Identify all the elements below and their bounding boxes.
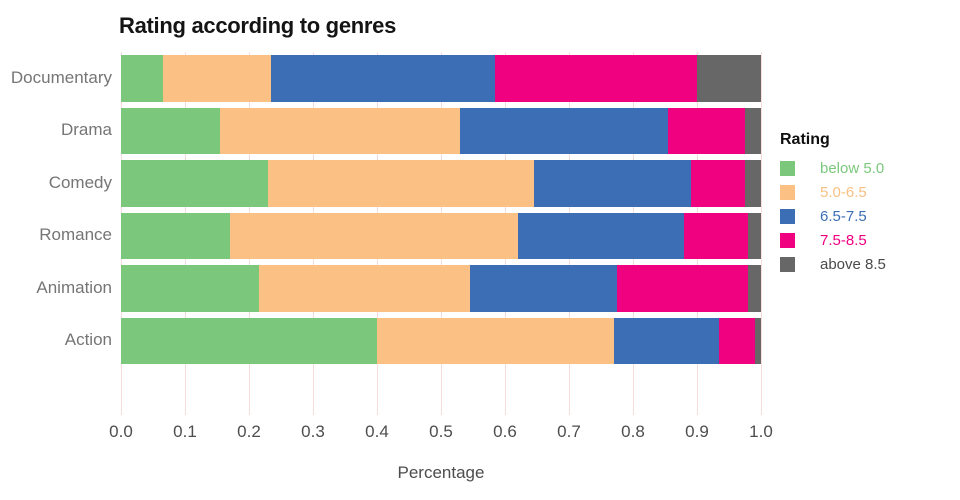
x-tick-label: 0.6 xyxy=(493,422,517,441)
x-tick-label: 0.2 xyxy=(237,422,261,441)
x-tick-label: 0.0 xyxy=(109,422,133,441)
bar-segment-7.5-8.5 xyxy=(495,55,697,102)
bar-segment-above-8.5 xyxy=(754,317,761,364)
y-axis-label-documentary: Documentary xyxy=(10,67,112,87)
legend-item: below 5.0 xyxy=(780,156,886,180)
bar-segment-5.0-6.5 xyxy=(162,55,272,102)
bar-segment-above-8.5 xyxy=(744,107,761,154)
bar-segment-6.5-7.5 xyxy=(271,55,496,102)
bar-segment-7.5-8.5 xyxy=(668,107,745,154)
chart-title: Rating according to genres xyxy=(119,13,397,38)
bar-segment-5.0-6.5 xyxy=(229,212,518,259)
legend-item: 5.0-6.5 xyxy=(780,180,886,204)
bar-segment-6.5-7.5 xyxy=(469,265,617,312)
bar-segment-5.0-6.5 xyxy=(258,265,470,312)
x-tick-label: 0.4 xyxy=(365,422,389,441)
legend-swatch-icon xyxy=(780,256,795,272)
bar-segment-below-5.0 xyxy=(121,55,163,102)
x-tick-label: 0.1 xyxy=(173,422,197,441)
bar-segment-6.5-7.5 xyxy=(613,317,720,364)
bar-segment-5.0-6.5 xyxy=(268,160,534,207)
legend-label: 6.5-7.5 xyxy=(820,207,867,225)
bar-row-comedy xyxy=(121,160,761,207)
x-axis-title: Percentage xyxy=(397,463,485,482)
bar-segment-5.0-6.5 xyxy=(377,317,614,364)
bar-row-documentary xyxy=(121,55,761,102)
legend-item: 6.5-7.5 xyxy=(780,204,886,228)
bar-segment-above-8.5 xyxy=(744,160,761,207)
bar-segment-7.5-8.5 xyxy=(684,212,749,259)
plot-area xyxy=(121,52,762,415)
legend-label: 5.0-6.5 xyxy=(820,183,867,201)
bar-segment-5.0-6.5 xyxy=(220,107,461,154)
legend-label: above 8.5 xyxy=(820,255,886,273)
bar-segment-7.5-8.5 xyxy=(690,160,745,207)
legend-swatch-icon xyxy=(780,208,795,224)
legend-item: 7.5-8.5 xyxy=(780,228,886,252)
x-tick-label: 0.7 xyxy=(557,422,581,441)
x-tick-label: 0.3 xyxy=(301,422,325,441)
y-axis-label-comedy: Comedy xyxy=(48,172,112,192)
bar-row-drama xyxy=(121,107,761,154)
bar-segment-above-8.5 xyxy=(696,55,761,102)
legend-swatch-icon xyxy=(780,184,795,200)
legend-label: 7.5-8.5 xyxy=(820,231,867,249)
bar-segment-below-5.0 xyxy=(121,265,259,312)
legend-swatch-icon xyxy=(780,160,795,176)
bar-segment-6.5-7.5 xyxy=(533,160,691,207)
bar-segment-7.5-8.5 xyxy=(616,265,749,312)
legend-title: Rating xyxy=(780,131,830,148)
bar-segment-below-5.0 xyxy=(121,212,230,259)
gridline xyxy=(761,52,762,415)
legend: Rating below 5.0 5.0-6.5 6.5-7.5 7.5-8.5 abo… xyxy=(780,131,886,276)
x-tick-label: 0.9 xyxy=(685,422,709,441)
bar-row-action xyxy=(121,317,761,364)
x-tick-label: 0.8 xyxy=(621,422,645,441)
legend-item: above 8.5 xyxy=(780,252,886,276)
bar-row-animation xyxy=(121,265,761,312)
y-axis-label-animation: Animation xyxy=(36,277,112,297)
bar-segment-below-5.0 xyxy=(121,160,269,207)
bar-segment-6.5-7.5 xyxy=(460,107,669,154)
bar-segment-below-5.0 xyxy=(121,317,377,364)
bar-segment-below-5.0 xyxy=(121,107,221,154)
legend-swatch-icon xyxy=(780,232,795,248)
bar-segment-above-8.5 xyxy=(748,265,761,312)
bar-segment-7.5-8.5 xyxy=(719,317,755,364)
y-axis-label-drama: Drama xyxy=(60,120,112,140)
x-tick-label: 1.0 xyxy=(749,422,773,441)
y-axis-label-romance: Romance xyxy=(39,225,112,245)
y-axis-label-action: Action xyxy=(64,330,112,350)
bar-segment-above-8.5 xyxy=(748,212,761,259)
bar-row-romance xyxy=(121,212,761,259)
x-tick-label: 0.5 xyxy=(429,422,453,441)
legend-items: below 5.0 5.0-6.5 6.5-7.5 7.5-8.5 above 8.5 xyxy=(780,156,886,276)
legend-label: below 5.0 xyxy=(820,159,885,177)
bar-segment-6.5-7.5 xyxy=(517,212,685,259)
